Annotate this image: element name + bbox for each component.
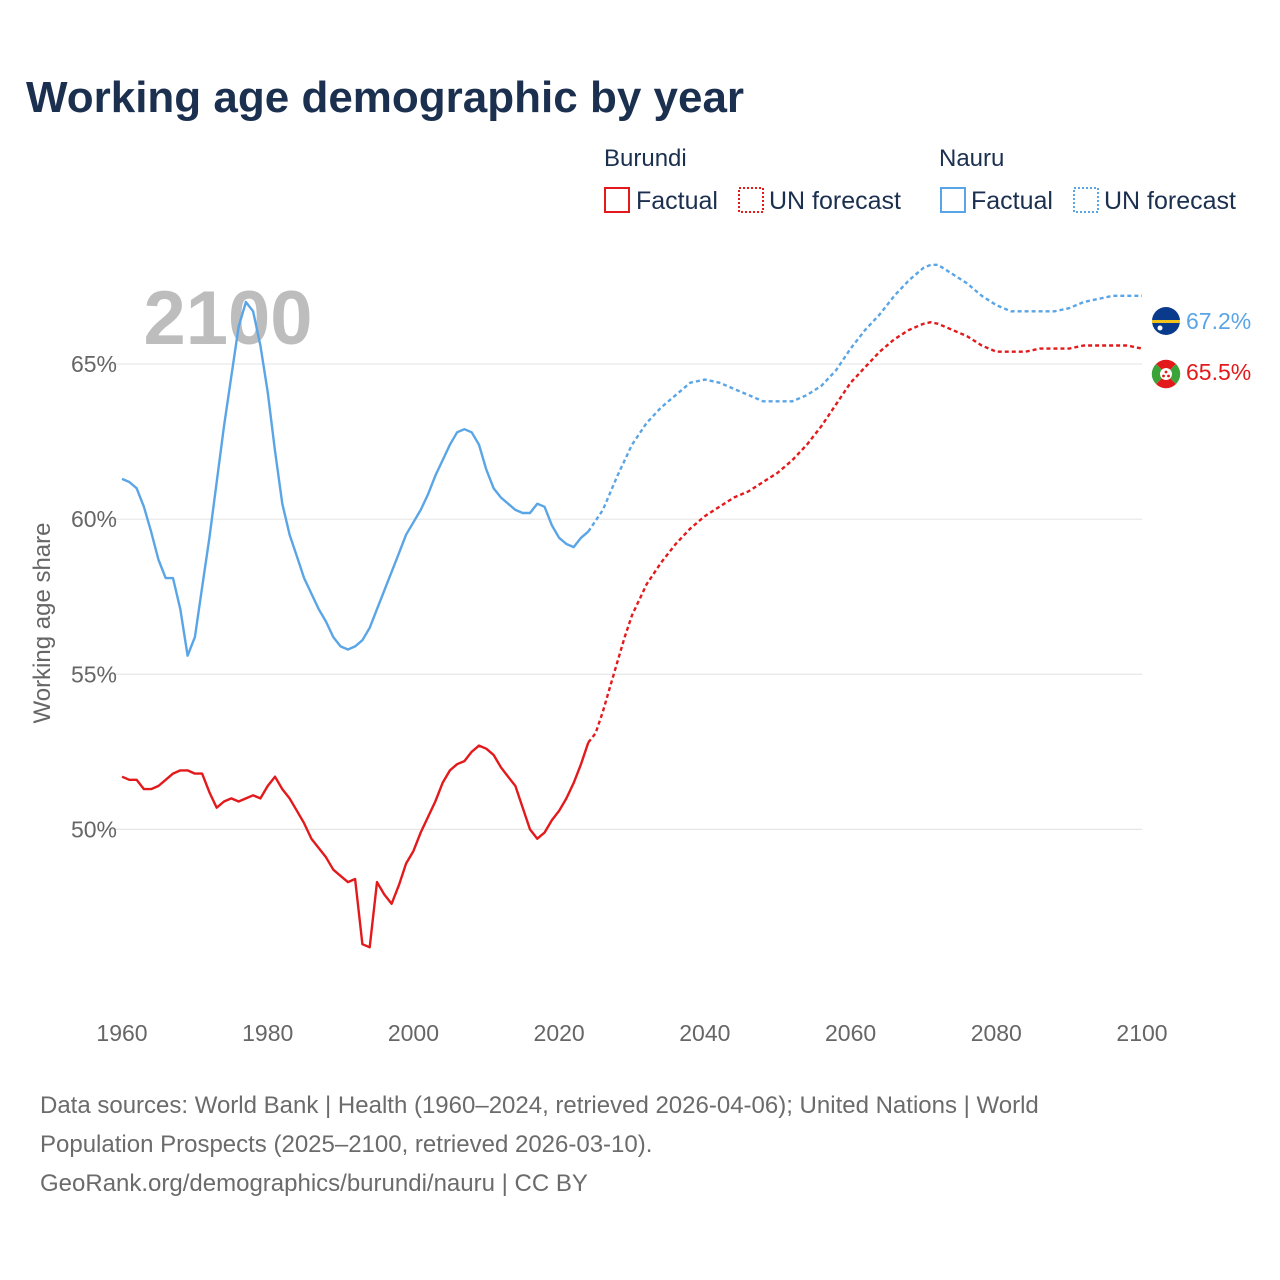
end-label-burundi: 65.5% (1186, 359, 1251, 385)
legend-swatch-nauru-factual[interactable] (940, 187, 966, 213)
legend-label-burundi-forecast[interactable]: UN forecast (769, 187, 901, 215)
x-tick-label: 2020 (534, 1020, 585, 1046)
legend-swatch-nauru-forecast[interactable] (1073, 187, 1099, 213)
burundi-flag-star (1164, 370, 1168, 374)
legend-label-nauru-forecast[interactable]: UN forecast (1104, 187, 1236, 215)
end-marker-nauru: 67.2% (1152, 307, 1251, 335)
x-axis-ticks: 1960 1980 2000 2020 2040 2060 2080 2100 (96, 1020, 1167, 1046)
burundi-flag-right (1166, 364, 1181, 384)
legend-group-nauru: Nauru (939, 145, 1004, 172)
end-marker-burundi: 65.5% (1151, 359, 1251, 389)
series-line-nauru-un-forecast[interactable] (587, 263, 1142, 533)
chart-title: Working age demographic by year (26, 73, 744, 122)
x-tick-label: 1980 (242, 1020, 293, 1046)
legend-group-burundi: Burundi (604, 145, 687, 172)
burundi-flag-left (1151, 364, 1166, 384)
legend-swatch-burundi-forecast[interactable] (738, 187, 764, 213)
burundi-flag-star (1167, 374, 1170, 378)
nauru-flag-stripe (1152, 320, 1180, 323)
y-tick-label: 65% (71, 351, 117, 377)
end-label-nauru: 67.2% (1186, 308, 1251, 334)
nauru-flag-star (1157, 325, 1163, 331)
x-tick-label: 1960 (96, 1020, 147, 1046)
x-tick-label: 2040 (679, 1020, 730, 1046)
source-line-2: Population Prospects (2025–2100, retriev… (40, 1131, 652, 1158)
series-line-burundi-un-forecast[interactable] (587, 321, 1143, 744)
y-axis-ticks: 50% 55% 60% 65% (71, 351, 117, 842)
y-axis-label: Working age share (29, 523, 56, 724)
series-line-nauru-factual[interactable] (121, 300, 590, 657)
source-line-3[interactable]: GeoRank.org/demographics/burundi/nauru |… (40, 1170, 588, 1197)
series (121, 263, 1143, 949)
source-line-1: Data sources: World Bank | Health (1960–… (40, 1092, 1039, 1119)
burundi-flag-star (1162, 374, 1165, 378)
x-tick-label: 2080 (971, 1020, 1022, 1046)
burundi-flag-bottom (1156, 374, 1176, 389)
x-tick-label: 2060 (825, 1020, 876, 1046)
x-tick-label: 2000 (388, 1020, 439, 1046)
burundi-flag-disc (1160, 368, 1172, 380)
x-tick-label: 2100 (1116, 1020, 1167, 1046)
y-tick-label: 50% (71, 816, 117, 842)
y-tick-label: 55% (71, 661, 117, 687)
y-tick-label: 60% (71, 506, 117, 532)
legend-label-burundi-factual[interactable]: Factual (636, 187, 718, 215)
legend-swatch-burundi-factual[interactable] (604, 187, 630, 213)
legend: Burundi Factual UN forecast Nauru Factua… (604, 145, 1236, 215)
grid (108, 363, 1142, 830)
series-line-burundi-factual[interactable] (121, 742, 590, 949)
legend-label-nauru-factual[interactable]: Factual (971, 187, 1053, 215)
burundi-flag-top (1156, 359, 1176, 374)
year-watermark: 2100 (143, 276, 312, 361)
